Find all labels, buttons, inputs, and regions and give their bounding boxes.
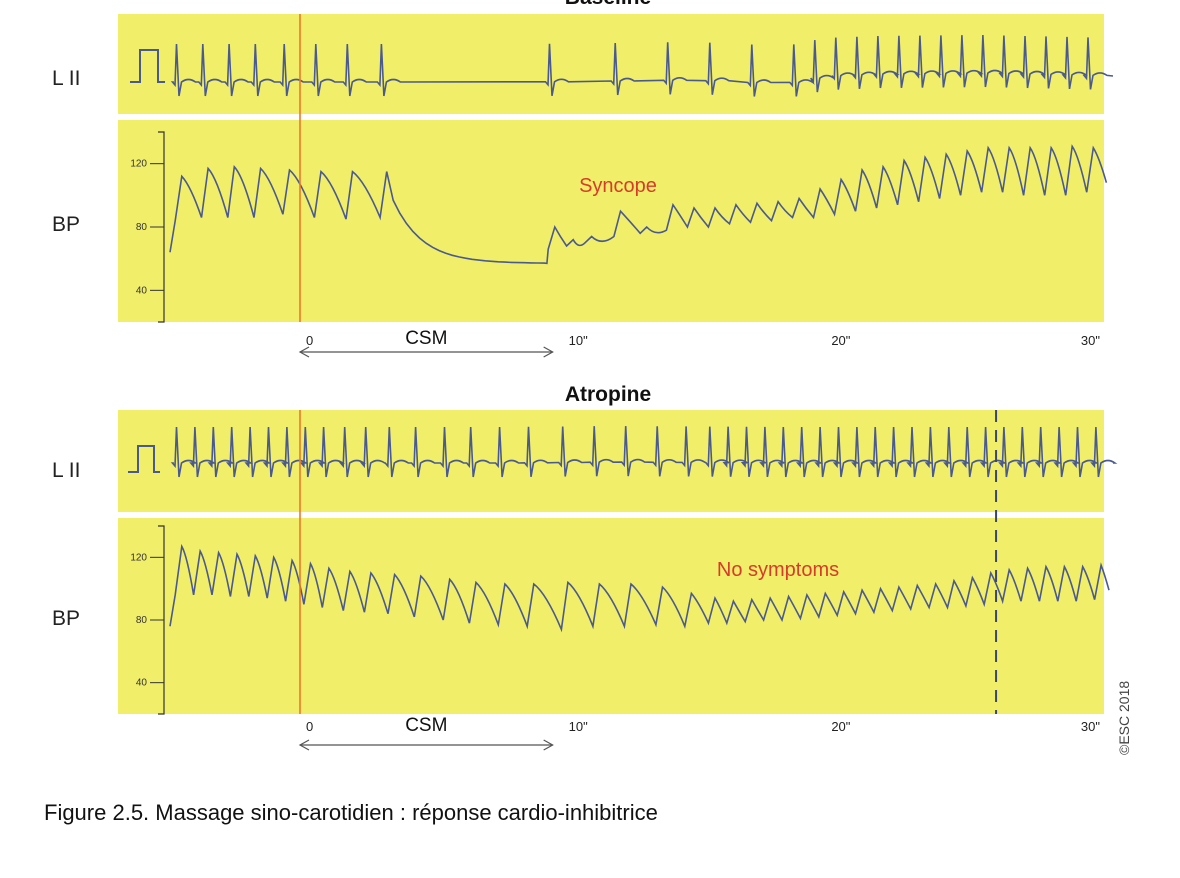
atropine-csm-arrowhead-right xyxy=(543,739,554,751)
copyright-notice: ©ESC 2018 xyxy=(1116,681,1132,755)
baseline-y-tick-label: 120 xyxy=(130,159,147,170)
baseline-time-tick-label: 10" xyxy=(569,333,588,348)
baseline-bp-panel xyxy=(118,120,1104,322)
baseline-csm-arrowhead-left xyxy=(298,346,310,358)
baseline-ecg-panel xyxy=(118,14,1104,114)
atropine-y-tick-label: 120 xyxy=(130,552,147,563)
baseline-ecg-trace xyxy=(170,34,1114,97)
atropine-annotation: No symptoms xyxy=(717,559,839,581)
atropine-panel: Atropine L II BP 120 80 40 No symptoms 0… xyxy=(52,383,1118,751)
baseline-annotation: Syncope xyxy=(579,175,657,197)
atropine-time-tick-label: 20" xyxy=(831,719,850,734)
baseline-time-axis: 0 10" 20" 30" CSM xyxy=(298,328,1100,358)
atropine-bp-label: BP xyxy=(52,607,80,630)
atropine-bp-y-axis: 120 80 40 xyxy=(130,525,165,715)
baseline-bp-label: BP xyxy=(52,213,80,236)
atropine-ecg-label: L II xyxy=(52,459,80,482)
atropine-ecg-calibration-pulse xyxy=(128,445,160,473)
atropine-time-tick-label: 0 xyxy=(306,719,313,734)
baseline-y-tick-label: 80 xyxy=(136,222,148,233)
atropine-time-tick-label: 10" xyxy=(569,719,588,734)
baseline-ecg-label: L II xyxy=(52,67,80,90)
atropine-time-tick-label: 30" xyxy=(1081,719,1100,734)
atropine-csm-arrowhead-left xyxy=(298,739,310,751)
atropine-bp-trace xyxy=(169,543,1110,633)
atropine-title: Atropine xyxy=(565,383,651,406)
baseline-bp-y-axis: 120 80 40 xyxy=(130,131,165,323)
baseline-time-tick-label: 30" xyxy=(1081,333,1100,348)
figure-caption: Figure 2.5. Massage sino-carotidien : ré… xyxy=(44,800,658,825)
baseline-bp-trace xyxy=(169,144,1108,265)
baseline-y-tick-label: 40 xyxy=(136,285,148,296)
baseline-csm-label: CSM xyxy=(405,328,447,349)
baseline-ecg-calibration-pulse xyxy=(130,49,165,83)
atropine-y-tick-label: 40 xyxy=(136,678,148,689)
baseline-time-tick-label: 0 xyxy=(306,333,313,348)
baseline-title: Baseline xyxy=(565,0,651,9)
baseline-csm-arrowhead-right xyxy=(543,346,554,358)
atropine-y-tick-label: 80 xyxy=(136,615,148,626)
baseline-time-tick-label: 20" xyxy=(831,333,850,348)
atropine-bp-panel xyxy=(118,518,1104,714)
baseline-panel: Baseline L II BP 120 80 40 Syncope 0 10"… xyxy=(52,0,1114,358)
atropine-time-axis: 0 10" 20" 30" CSM xyxy=(298,715,1100,751)
atropine-csm-label: CSM xyxy=(405,715,447,736)
atropine-ecg-trace xyxy=(170,426,1118,478)
